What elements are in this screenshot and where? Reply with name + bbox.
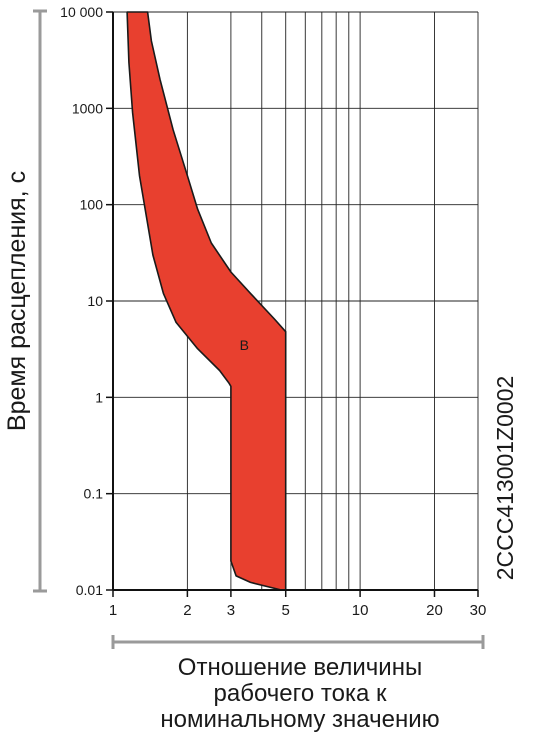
document-code: 2CCC413001Z0002 (492, 376, 518, 581)
y-axis-bracket (33, 9, 47, 593)
y-tick-label: 0.1 (84, 486, 104, 502)
band-layer: B (126, 11, 287, 591)
y-tick-label: 1000 (72, 100, 103, 116)
y-axis-label: Время расцепления, с (3, 171, 31, 431)
x-tick-label: 1 (109, 602, 117, 619)
x-tick-label: 2 (183, 602, 191, 619)
x-axis-bracket (111, 635, 485, 649)
x-tick-label: 20 (426, 602, 443, 619)
x-tick-label: 30 (470, 602, 487, 619)
curve-label-b: B (240, 337, 249, 353)
x-tick-label: 5 (282, 602, 290, 619)
tripping-band-b (126, 11, 287, 591)
x-axis-label-line-2: рабочего тока к (214, 680, 387, 707)
x-axis-label-line-3: номинальному значению (160, 706, 439, 733)
y-tick-label: 1 (95, 389, 103, 405)
ticks-layer: 0.01 0.1 1 10 100 1000 10 000 1 2 3 5 10 20 30 (60, 4, 486, 619)
y-tick-label: 0.01 (76, 582, 103, 598)
x-axis-label-line-1: Отношение величины (178, 654, 422, 681)
y-tick-label: 10 (87, 293, 103, 309)
x-tick-label: 3 (227, 602, 235, 619)
y-tick-label: 100 (80, 197, 104, 213)
y-tick-label: 10 000 (60, 4, 103, 20)
x-tick-label: 10 (352, 602, 369, 619)
